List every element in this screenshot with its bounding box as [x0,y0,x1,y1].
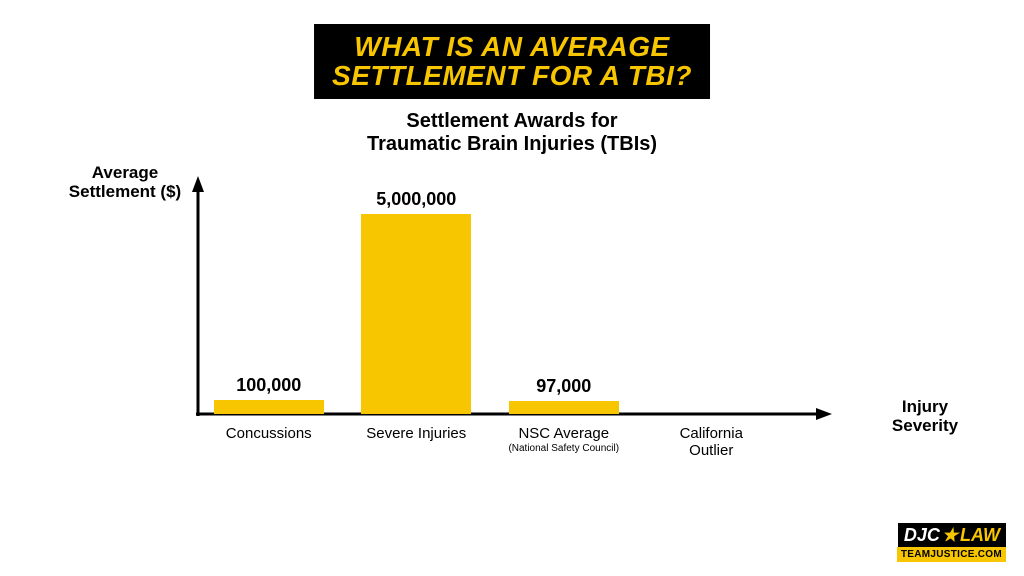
bar-value: 100,000 [236,375,301,396]
logo-url: TEAMJUSTICE.COM [897,547,1006,562]
brand-logo: DJC★LAW TEAMJUSTICE.COM [897,523,1006,562]
bar-california: CaliforniaOutlier [653,410,771,414]
bar-sublabel: (National Safety Council) [494,443,634,454]
bars-container: 100,000 Concussions 5,000,000 Severe Inj… [210,194,770,414]
bar-label-text: Severe Injuries [366,425,466,442]
bar-label-text: Concussions [226,425,312,442]
chart-subtitle: Settlement Awards forTraumatic Brain Inj… [367,110,657,156]
bar-nsc: 97,000 NSC Average (National Safety Coun… [505,376,623,414]
logo-djc: DJC [904,525,940,545]
bar-concussions: 100,000 Concussions [210,375,328,414]
logo-law: LAW [960,525,1000,545]
x-axis-label: InjurySeverity [870,398,980,435]
bar-label-text: CaliforniaOutlier [680,425,743,459]
bar-label: Concussions [199,426,339,443]
bar-value: 97,000 [536,376,591,397]
logo-top: DJC★LAW [898,523,1006,547]
main-title: WHAT IS AN AVERAGESETTLEMENT FOR A TBI? [332,32,692,91]
y-axis-label: AverageSettlement ($) [60,164,190,201]
bar-chart: AverageSettlement ($) InjurySeverity 100… [180,168,860,468]
bar-severe: 5,000,000 Severe Injuries [358,189,476,414]
bar-rect [509,401,619,414]
bar-label-text: NSC Average [518,425,609,442]
main-title-block: WHAT IS AN AVERAGESETTLEMENT FOR A TBI? [314,24,710,99]
bar-label: CaliforniaOutlier [641,426,781,459]
bar-label: NSC Average (National Safety Council) [494,426,634,454]
bar-label: Severe Injuries [346,426,486,443]
bar-rect [361,214,471,414]
bar-value: 5,000,000 [376,189,456,210]
star-icon: ★ [942,525,958,545]
bar-rect [214,400,324,414]
